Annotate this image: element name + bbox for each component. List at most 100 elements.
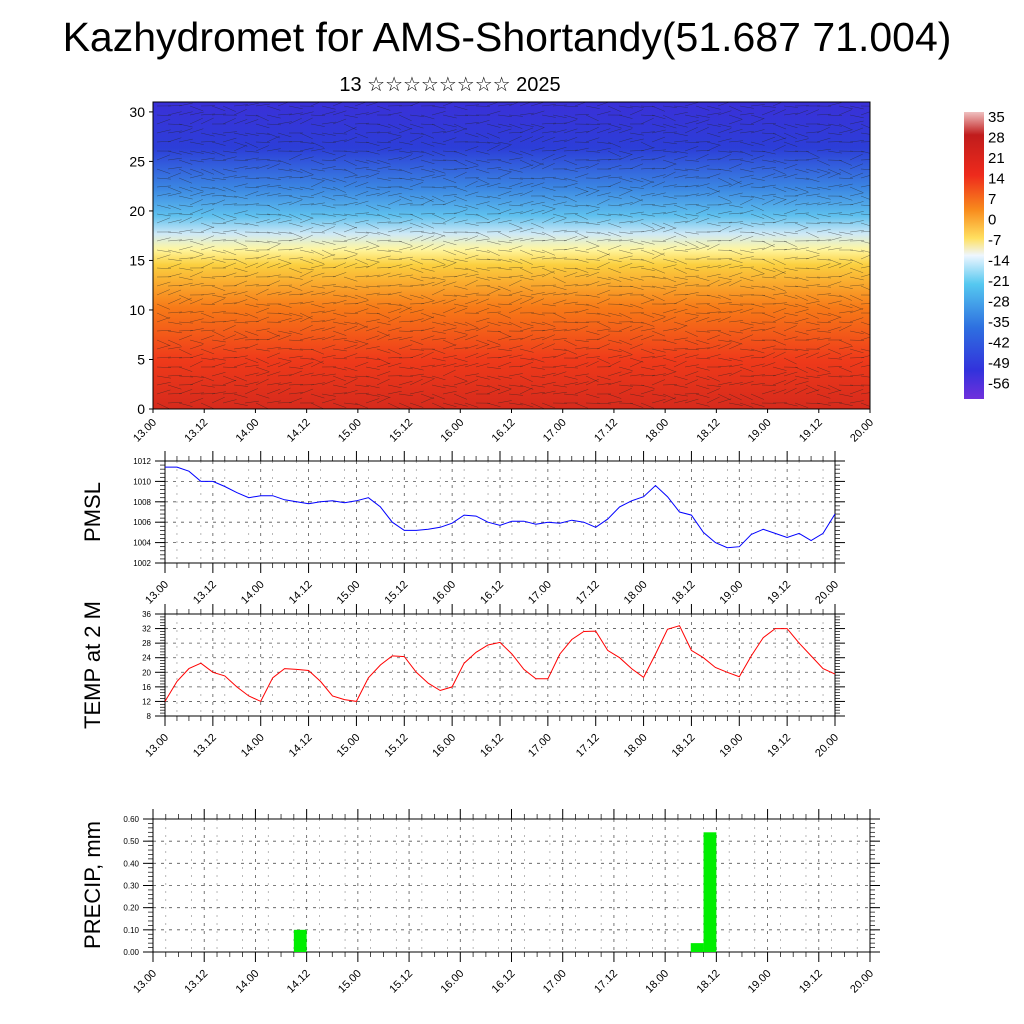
wind-barb — [376, 105, 391, 111]
wind-barb — [486, 303, 501, 308]
wind-barb — [794, 402, 809, 408]
wind-barb — [354, 141, 369, 143]
wind-barb — [849, 140, 864, 143]
wind-barb — [167, 105, 182, 107]
wind-barb — [497, 191, 512, 197]
wind-barb — [244, 257, 259, 260]
wind-barb — [420, 141, 435, 147]
wind-barb — [431, 258, 446, 265]
wind-barb — [849, 153, 863, 161]
wind-barb — [431, 264, 446, 269]
wind-barb — [409, 123, 424, 129]
wind-barb — [189, 298, 204, 305]
wind-barb — [167, 123, 182, 125]
wind-barb — [365, 335, 380, 341]
wind-barb — [607, 360, 621, 368]
wind-barb — [794, 138, 809, 143]
wind-barb — [431, 363, 446, 368]
wind-barb — [464, 389, 479, 395]
wind-barb — [530, 162, 544, 170]
wind-barb — [431, 168, 446, 174]
wind-barb — [277, 141, 292, 143]
wind-barb — [530, 222, 545, 229]
wind-barb — [464, 235, 479, 242]
wind-barb — [156, 289, 170, 296]
wind-barb — [838, 402, 853, 406]
wind-barb — [332, 231, 347, 238]
wind-barb — [607, 245, 622, 251]
wind-barb — [739, 198, 753, 206]
wind-barb — [541, 284, 556, 287]
colorbar-label: 21 — [988, 150, 1005, 167]
wind-barb — [299, 217, 314, 224]
wind-barb — [750, 363, 765, 368]
wind-barb — [398, 294, 413, 301]
wind-barb — [453, 307, 468, 314]
wind-barb — [387, 303, 402, 306]
wind-barb — [497, 285, 512, 292]
wind-barb — [167, 219, 182, 224]
wind-barb — [497, 144, 511, 152]
wind-barb — [497, 375, 512, 379]
wind-barb — [728, 330, 743, 334]
wind-barb — [365, 398, 380, 404]
wind-barb — [178, 204, 193, 208]
wind-barb — [299, 195, 314, 198]
wind-barb — [673, 220, 688, 224]
wind-barb — [222, 357, 237, 359]
wind-barb — [277, 330, 292, 335]
wind-barb — [728, 258, 743, 263]
wind-barb — [629, 199, 643, 206]
wind-barb — [552, 391, 567, 395]
wind-barb — [354, 166, 369, 170]
wind-barb — [607, 141, 622, 148]
wind-barb — [453, 159, 467, 167]
wind-barb — [222, 186, 237, 193]
wind-barb — [805, 337, 820, 341]
wind-barb — [783, 164, 798, 170]
wind-barb — [640, 389, 655, 395]
wind-barb — [332, 357, 347, 360]
wind-barb — [343, 276, 358, 282]
wind-barb — [343, 222, 358, 229]
wind-barb — [629, 374, 644, 377]
wind-barb — [860, 254, 870, 260]
wind-barb — [321, 204, 336, 209]
wind-barb — [420, 364, 435, 368]
wind-barb — [464, 165, 479, 170]
wind-barb — [431, 174, 446, 179]
wind-barb — [200, 375, 215, 382]
wind-barb — [640, 312, 655, 318]
wind-barb — [794, 168, 809, 173]
wind-barb — [409, 267, 424, 273]
wind-barb — [332, 299, 347, 305]
x-tick-label: 16.12 — [478, 732, 506, 760]
wind-barb — [816, 373, 831, 377]
wind-barb — [662, 264, 677, 269]
wind-barb — [343, 353, 358, 359]
wind-barb — [838, 258, 853, 261]
wind-barb — [684, 339, 699, 345]
wind-barb — [420, 351, 434, 359]
wind-barb — [783, 267, 798, 271]
wind-barb — [794, 247, 809, 251]
wind-barb — [310, 180, 324, 188]
wind-barb — [651, 105, 666, 112]
wind-barb — [244, 213, 259, 219]
wind-barb — [310, 264, 325, 269]
wind-barb — [805, 375, 820, 379]
wind-barb — [178, 257, 193, 260]
wind-barb — [354, 325, 369, 332]
wind-barb — [860, 355, 870, 359]
y-tick-label: 1010 — [133, 477, 151, 486]
wind-barb — [299, 147, 314, 152]
wind-barb — [552, 218, 567, 224]
x-tick-label: 14.00 — [239, 579, 267, 607]
wind-barb — [376, 321, 391, 326]
wind-barb — [684, 203, 699, 206]
wind-barb — [618, 263, 633, 269]
wind-barb — [189, 379, 204, 386]
wind-barb — [321, 318, 336, 323]
wind-barb — [288, 112, 303, 116]
wind-barb — [552, 146, 567, 152]
